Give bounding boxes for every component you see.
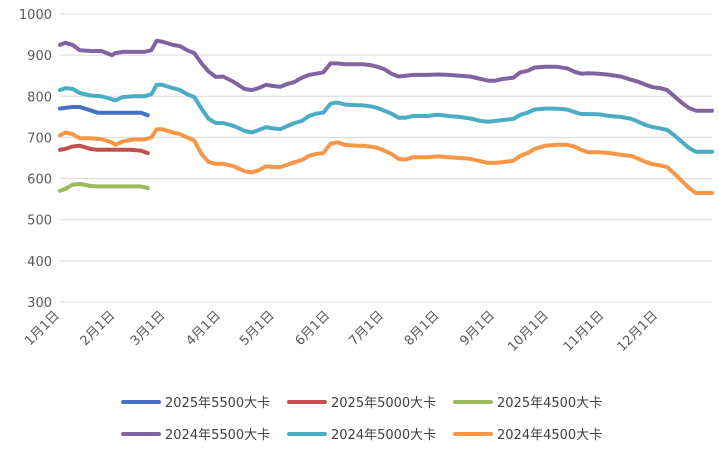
legend: 2025年5500大卡 2025年5000大卡 2025年4500大卡 2024年55…	[121, 396, 602, 443]
x-tick-label: 10月1日	[505, 308, 552, 355]
series-line	[58, 38, 714, 113]
x-tick-label: 7月1日	[346, 308, 387, 349]
x-tick-label: 2月1日	[78, 308, 119, 349]
series-line	[58, 143, 150, 156]
y-tick-label: 900	[27, 49, 52, 64]
x-tick-label: 9月1日	[457, 308, 498, 349]
legend-label: 2024年5500大卡	[165, 428, 270, 443]
gridlines	[60, 13, 712, 303]
legend-label: 2024年5000大卡	[331, 428, 436, 443]
legend-label: 2025年5000大卡	[331, 396, 436, 411]
x-tick-label: 12月1日	[615, 308, 662, 355]
x-tick-label: 5月1日	[237, 308, 278, 349]
x-tick-label: 6月1日	[293, 308, 334, 349]
y-tick-label: 700	[27, 131, 52, 146]
legend-label: 2024年4500大卡	[497, 428, 602, 443]
series-line	[58, 105, 150, 118]
x-tick-label: 4月1日	[183, 308, 224, 349]
x-axis: 1月1日 2月1日 3月1日 4月1日 5月1日 6月1日 7月1日 8月1日 9月1日 10月1…	[22, 308, 661, 355]
legend-label: 2025年5500大卡	[165, 396, 270, 411]
legend-label: 2025年4500大卡	[497, 396, 602, 411]
y-tick-label: 400	[27, 255, 52, 270]
series-line	[58, 181, 150, 193]
y-axis: 300 400 500 600 700 800 900 1000	[19, 8, 52, 311]
x-tick-label: 8月1日	[402, 308, 443, 349]
y-tick-label: 600	[27, 173, 52, 188]
y-tick-label: 500	[27, 214, 52, 229]
series-lines	[58, 38, 714, 195]
series-line	[58, 127, 714, 195]
x-tick-label: 11月1日	[561, 308, 608, 355]
x-tick-label: 1月1日	[22, 308, 63, 349]
y-tick-label: 300	[27, 296, 52, 311]
series-line	[58, 82, 714, 154]
y-tick-label: 1000	[19, 8, 52, 23]
x-tick-label: 3月1日	[128, 308, 169, 349]
y-tick-label: 800	[27, 90, 52, 105]
